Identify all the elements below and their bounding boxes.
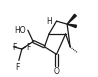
Text: HO: HO — [15, 26, 26, 35]
Text: O: O — [54, 67, 59, 76]
Polygon shape — [67, 24, 76, 28]
Text: F: F — [26, 43, 31, 52]
Text: H: H — [46, 17, 52, 26]
Text: F: F — [12, 43, 16, 52]
Polygon shape — [67, 14, 76, 24]
Text: F: F — [15, 63, 20, 72]
